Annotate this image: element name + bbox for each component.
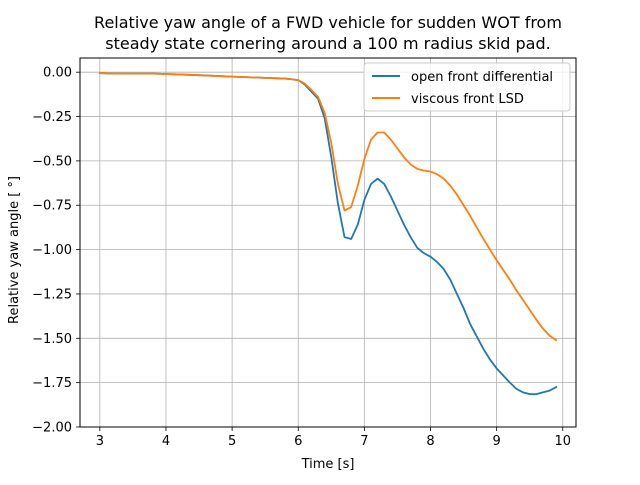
- y-tick-label: −1.25: [32, 287, 72, 302]
- y-tick-label: −1.00: [32, 243, 72, 258]
- x-axis-label: Time [s]: [301, 457, 355, 472]
- axes-frame: [79, 57, 577, 428]
- x-tick-label: 4: [162, 434, 170, 449]
- x-tick-label: 9: [492, 434, 500, 449]
- legend-label-open-front-differential: open front differential: [411, 70, 553, 85]
- chart-title-line-2: steady state cornering around a 100 m ra…: [105, 34, 550, 53]
- y-tick-label: −1.50: [32, 332, 72, 347]
- x-tick-label: 7: [360, 434, 368, 449]
- x-tick-label: 8: [426, 434, 434, 449]
- y-tick-label: −2.00: [32, 421, 72, 436]
- series-layer: [98, 72, 558, 396]
- grid-layer: [80, 58, 576, 428]
- legend-box: [363, 62, 571, 112]
- legend: open front differential viscous front LS…: [363, 62, 571, 112]
- y-tick-label: −1.75: [32, 376, 72, 391]
- series-line-viscous-front-lsd: [98, 72, 558, 342]
- y-tick-label: −0.75: [32, 199, 72, 214]
- y-tick-label: 0.00: [43, 66, 72, 81]
- x-tick-label: 5: [228, 434, 236, 449]
- y-axis-label: Relative yaw angle [ °]: [7, 176, 22, 324]
- y-tick-label: −0.25: [32, 110, 72, 125]
- x-tick-label: 10: [554, 434, 571, 449]
- legend-label-viscous-front-lsd: viscous front LSD: [411, 92, 524, 107]
- chart-title-line-1: Relative yaw angle of a FWD vehicle for …: [94, 13, 562, 32]
- ticks-layer: 3 4 5 6 7 8 9 10 0.00 −0.25 −0.50 −0.75 −1.00 −1.25 −1…: [32, 66, 571, 449]
- x-tick-label: 3: [96, 434, 104, 449]
- y-tick-label: −0.50: [32, 154, 72, 169]
- x-tick-label: 6: [294, 434, 302, 449]
